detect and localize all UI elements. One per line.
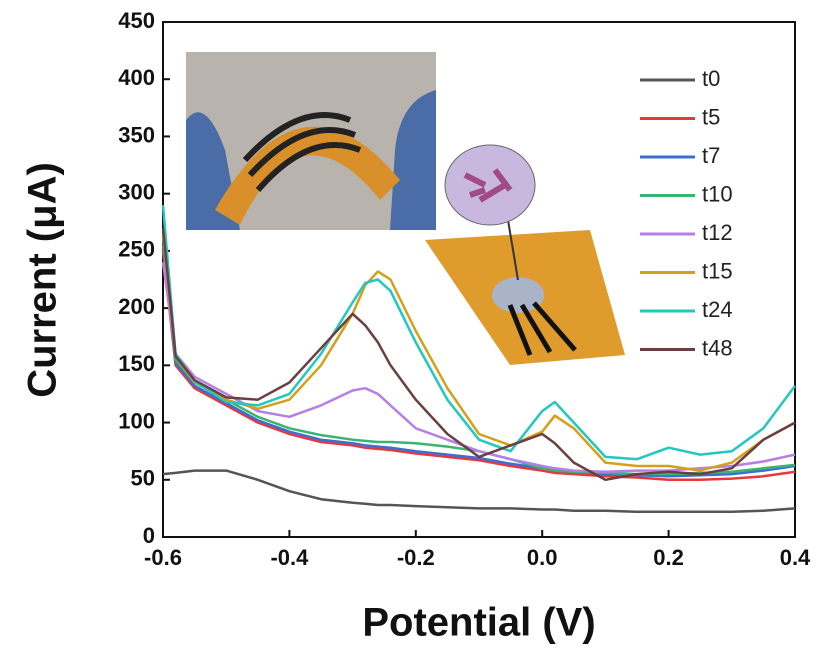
legend-label: t0 [702,66,720,91]
legend-label: t15 [702,258,733,283]
y-tick-label: 450 [118,8,155,33]
legend-label: t12 [702,220,733,245]
y-tick-label: 300 [118,179,155,204]
y-axis-title: Current (μA) [21,162,65,398]
x-tick-label: 0.4 [780,545,811,570]
x-tick-label: 0.0 [527,545,558,570]
x-tick-label: -0.4 [270,545,309,570]
x-axis-title: Potential (V) [362,601,595,645]
y-tick-label: 50 [131,466,155,491]
x-tick-label: -0.2 [397,545,435,570]
legend-label: t7 [702,143,720,168]
inset-electrode [425,145,625,365]
y-tick-label: 200 [118,294,155,319]
legend-label: t48 [702,335,733,360]
series-line [163,471,795,512]
y-tick-label: 350 [118,122,155,147]
x-tick-label: -0.6 [144,545,182,570]
legend-label: t10 [702,181,733,206]
legend-label: t24 [702,297,733,322]
inset-photo [186,52,436,230]
chart: Potential (V) Current (μA) 0501001502002… [0,0,819,651]
legend-label: t5 [702,104,720,129]
x-tick-label: 0.2 [653,545,684,570]
y-tick-label: 150 [118,351,155,376]
y-tick-label: 250 [118,237,155,262]
y-tick-label: 100 [118,408,155,433]
y-tick-label: 400 [118,65,155,90]
